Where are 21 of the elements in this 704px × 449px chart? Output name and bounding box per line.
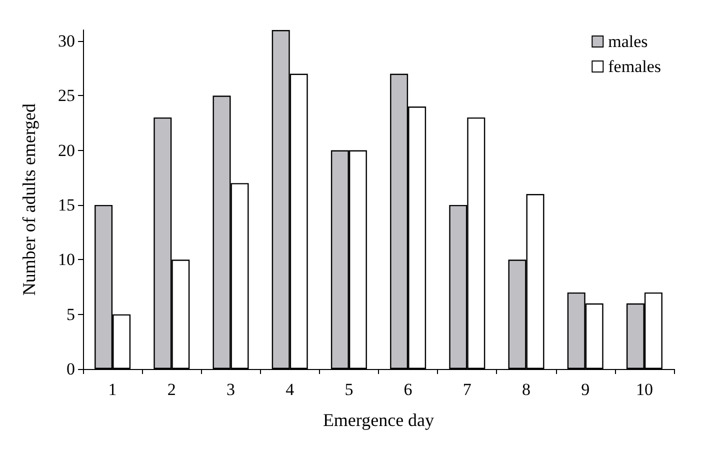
x-tick-label: 5 bbox=[344, 380, 354, 399]
x-tick-label: 6 bbox=[404, 380, 412, 399]
x-tick-label: 8 bbox=[522, 380, 530, 399]
y-tick-label: 5 bbox=[66, 304, 75, 324]
x-tick-label: 9 bbox=[581, 380, 590, 399]
x-tick-label: 1 bbox=[108, 380, 117, 399]
x-tick-label: 7 bbox=[462, 380, 472, 399]
x-axis-title: Emergence day bbox=[322, 410, 434, 430]
y-tick-label: 30 bbox=[58, 31, 75, 50]
y-tick-label: 10 bbox=[58, 250, 75, 270]
x-tick-label: 3 bbox=[226, 380, 235, 399]
legend-label: females bbox=[608, 57, 661, 76]
legend-label: males bbox=[608, 32, 648, 51]
x-tick-label: 10 bbox=[636, 380, 653, 399]
y-tick-label: 15 bbox=[58, 195, 75, 214]
y-axis-title: Number of adults emerged bbox=[19, 103, 39, 296]
y-tick-label: 20 bbox=[58, 140, 75, 160]
x-tick-label: 4 bbox=[286, 380, 295, 399]
y-tick-label: 25 bbox=[58, 86, 75, 106]
y-tick-label: 0 bbox=[66, 360, 75, 378]
x-tick-label: 2 bbox=[167, 380, 176, 399]
